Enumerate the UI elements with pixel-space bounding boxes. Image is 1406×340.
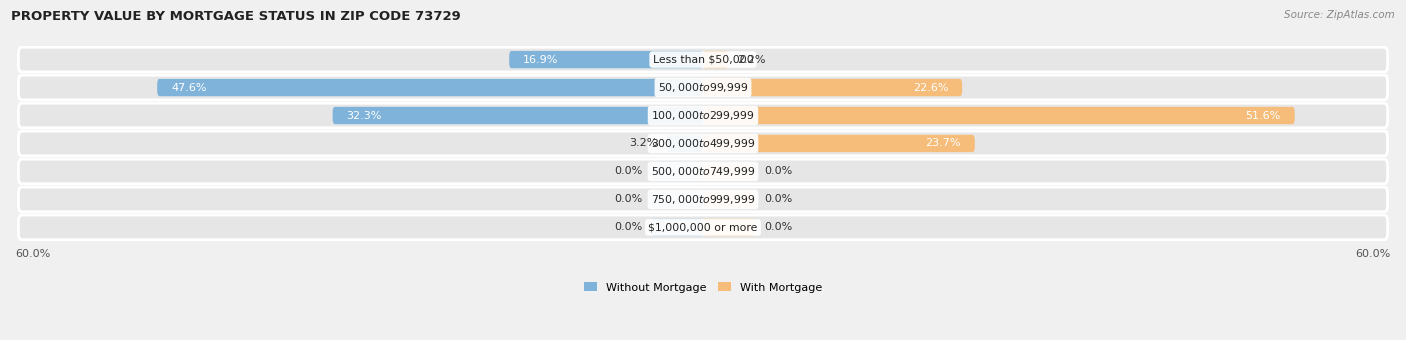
Text: $100,000 to $299,999: $100,000 to $299,999 — [651, 109, 755, 122]
Text: Less than $50,000: Less than $50,000 — [652, 55, 754, 65]
FancyBboxPatch shape — [703, 51, 728, 68]
FancyBboxPatch shape — [703, 79, 962, 96]
Text: 22.6%: 22.6% — [912, 83, 949, 92]
Text: 60.0%: 60.0% — [15, 249, 51, 259]
Legend: Without Mortgage, With Mortgage: Without Mortgage, With Mortgage — [583, 282, 823, 292]
FancyBboxPatch shape — [18, 47, 1388, 72]
Text: $50,000 to $99,999: $50,000 to $99,999 — [658, 81, 748, 94]
Text: 3.2%: 3.2% — [628, 138, 657, 149]
Text: PROPERTY VALUE BY MORTGAGE STATUS IN ZIP CODE 73729: PROPERTY VALUE BY MORTGAGE STATUS IN ZIP… — [11, 10, 461, 23]
FancyBboxPatch shape — [18, 131, 1388, 156]
FancyBboxPatch shape — [703, 135, 974, 152]
FancyBboxPatch shape — [651, 219, 703, 236]
FancyBboxPatch shape — [18, 159, 1388, 184]
Text: Source: ZipAtlas.com: Source: ZipAtlas.com — [1284, 10, 1395, 20]
FancyBboxPatch shape — [333, 107, 703, 124]
FancyBboxPatch shape — [18, 187, 1388, 212]
Text: 47.6%: 47.6% — [172, 83, 207, 92]
Text: 60.0%: 60.0% — [1355, 249, 1391, 259]
Text: 0.0%: 0.0% — [614, 167, 643, 176]
Text: 16.9%: 16.9% — [523, 55, 558, 65]
FancyBboxPatch shape — [703, 163, 755, 180]
Text: 51.6%: 51.6% — [1246, 110, 1281, 120]
Text: $1,000,000 or more: $1,000,000 or more — [648, 222, 758, 232]
FancyBboxPatch shape — [703, 191, 755, 208]
FancyBboxPatch shape — [18, 215, 1388, 240]
FancyBboxPatch shape — [157, 79, 703, 96]
Text: 0.0%: 0.0% — [614, 222, 643, 232]
Text: $750,000 to $999,999: $750,000 to $999,999 — [651, 193, 755, 206]
Text: 0.0%: 0.0% — [763, 222, 792, 232]
Text: 0.0%: 0.0% — [614, 194, 643, 204]
FancyBboxPatch shape — [651, 191, 703, 208]
Text: 2.2%: 2.2% — [737, 55, 766, 65]
FancyBboxPatch shape — [703, 219, 755, 236]
FancyBboxPatch shape — [18, 75, 1388, 100]
Text: 32.3%: 32.3% — [346, 110, 382, 120]
Text: $300,000 to $499,999: $300,000 to $499,999 — [651, 137, 755, 150]
FancyBboxPatch shape — [651, 163, 703, 180]
FancyBboxPatch shape — [666, 135, 703, 152]
Text: 0.0%: 0.0% — [763, 167, 792, 176]
Text: $500,000 to $749,999: $500,000 to $749,999 — [651, 165, 755, 178]
Text: 23.7%: 23.7% — [925, 138, 960, 149]
FancyBboxPatch shape — [509, 51, 703, 68]
Text: 0.0%: 0.0% — [763, 194, 792, 204]
FancyBboxPatch shape — [703, 107, 1295, 124]
FancyBboxPatch shape — [18, 103, 1388, 128]
